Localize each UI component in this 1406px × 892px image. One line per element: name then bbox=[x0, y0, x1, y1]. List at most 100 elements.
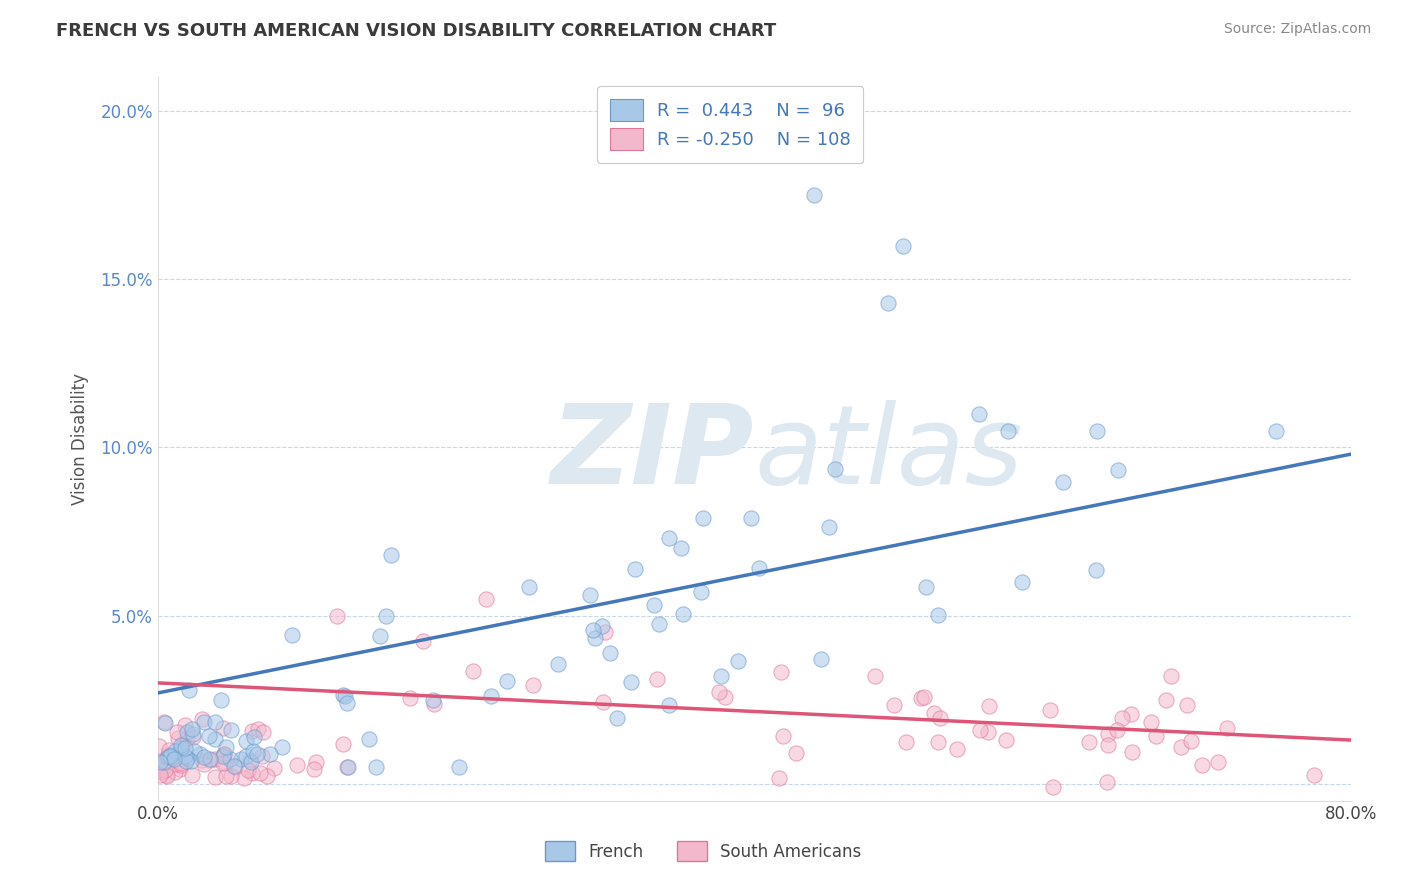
Point bbox=[153, 716, 176, 731]
Point bbox=[1175, 698, 1198, 712]
Point bbox=[910, 691, 932, 706]
Point bbox=[236, 763, 259, 777]
Point bbox=[606, 711, 628, 725]
Point bbox=[191, 753, 214, 767]
Point bbox=[894, 734, 917, 748]
Point bbox=[803, 188, 825, 202]
Point bbox=[624, 562, 647, 576]
Point bbox=[169, 744, 191, 758]
Point bbox=[212, 756, 235, 770]
Point bbox=[285, 757, 308, 772]
Point bbox=[174, 755, 197, 769]
Point bbox=[1107, 463, 1129, 477]
Point bbox=[242, 731, 264, 745]
Point bbox=[422, 693, 444, 707]
Point bbox=[928, 711, 950, 725]
Point bbox=[219, 723, 242, 737]
Point bbox=[250, 748, 273, 763]
Point bbox=[212, 749, 235, 764]
Point bbox=[193, 757, 215, 772]
Point bbox=[181, 723, 204, 737]
Point bbox=[337, 760, 360, 774]
Point bbox=[325, 608, 347, 623]
Point bbox=[149, 755, 172, 769]
Point bbox=[212, 747, 235, 761]
Point bbox=[204, 731, 226, 746]
Point bbox=[669, 541, 692, 555]
Point bbox=[176, 725, 198, 739]
Point bbox=[281, 628, 304, 642]
Point bbox=[912, 690, 935, 705]
Point bbox=[148, 739, 170, 753]
Point bbox=[863, 669, 886, 683]
Point bbox=[214, 740, 236, 755]
Point bbox=[232, 771, 254, 785]
Point bbox=[922, 706, 945, 721]
Point bbox=[222, 759, 245, 773]
Point bbox=[336, 696, 359, 710]
Point bbox=[1111, 711, 1133, 725]
Point bbox=[150, 755, 173, 769]
Point bbox=[643, 598, 665, 612]
Point bbox=[496, 674, 519, 689]
Point bbox=[181, 727, 204, 741]
Point bbox=[748, 561, 770, 575]
Point bbox=[582, 624, 605, 638]
Point bbox=[170, 738, 193, 752]
Point bbox=[224, 759, 246, 773]
Point bbox=[172, 738, 194, 752]
Point bbox=[364, 760, 387, 774]
Point bbox=[1052, 475, 1074, 489]
Point bbox=[247, 723, 270, 737]
Point bbox=[180, 754, 202, 768]
Point bbox=[583, 631, 606, 645]
Point bbox=[193, 749, 215, 764]
Point bbox=[658, 698, 681, 713]
Point bbox=[810, 652, 832, 666]
Point bbox=[155, 764, 177, 778]
Point bbox=[463, 665, 485, 679]
Point bbox=[592, 695, 614, 709]
Point bbox=[263, 761, 285, 775]
Point bbox=[658, 531, 681, 545]
Point bbox=[994, 733, 1017, 747]
Point bbox=[772, 729, 794, 743]
Point bbox=[1303, 768, 1326, 782]
Y-axis label: Vision Disability: Vision Disability bbox=[72, 373, 89, 505]
Point bbox=[183, 744, 205, 758]
Point bbox=[173, 748, 195, 763]
Point bbox=[1265, 424, 1288, 438]
Point bbox=[204, 752, 226, 766]
Point bbox=[727, 654, 749, 668]
Point bbox=[156, 750, 179, 764]
Point bbox=[256, 769, 278, 783]
Point bbox=[150, 764, 173, 779]
Point bbox=[927, 607, 949, 622]
Point bbox=[593, 625, 616, 640]
Point bbox=[709, 684, 731, 698]
Point bbox=[1085, 564, 1108, 578]
Point bbox=[1191, 757, 1213, 772]
Point bbox=[399, 690, 422, 705]
Point bbox=[242, 744, 264, 758]
Text: atlas: atlas bbox=[754, 400, 1022, 507]
Point bbox=[1121, 706, 1143, 721]
Point bbox=[157, 742, 180, 756]
Point bbox=[967, 407, 990, 421]
Point bbox=[159, 749, 181, 764]
Point bbox=[305, 755, 328, 769]
Point bbox=[1011, 574, 1033, 589]
Point bbox=[231, 752, 253, 766]
Point bbox=[249, 766, 271, 780]
Point bbox=[176, 751, 198, 765]
Point bbox=[449, 760, 471, 774]
Point bbox=[877, 295, 900, 310]
Point bbox=[174, 718, 197, 732]
Point bbox=[198, 754, 221, 768]
Point bbox=[1097, 775, 1119, 789]
Point bbox=[193, 714, 215, 729]
Point bbox=[599, 646, 621, 660]
Point bbox=[155, 767, 177, 781]
Point bbox=[235, 734, 257, 748]
Text: ZIP: ZIP bbox=[551, 400, 754, 507]
